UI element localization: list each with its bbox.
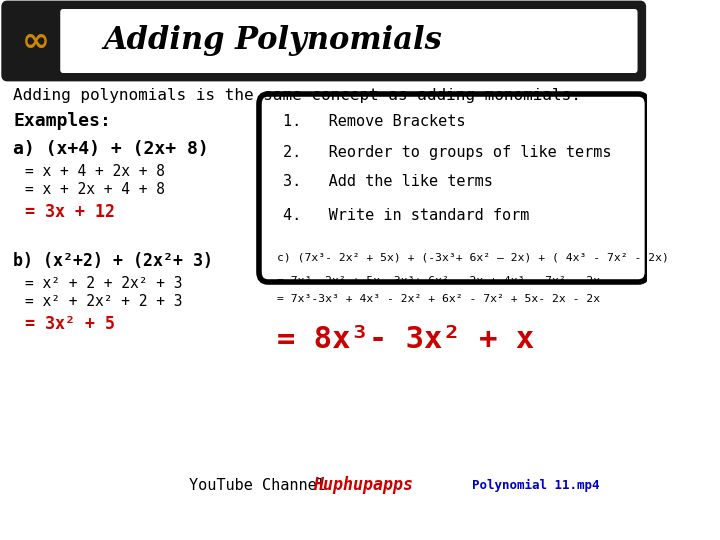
Text: = x + 2x + 4 + 8: = x + 2x + 4 + 8 xyxy=(25,182,165,197)
Text: 3.   Add the like terms: 3. Add the like terms xyxy=(283,174,493,190)
Text: YouTube Channel: YouTube Channel xyxy=(189,477,335,492)
Text: b) (x²+2) + (2x²+ 3): b) (x²+2) + (2x²+ 3) xyxy=(14,252,214,270)
Text: = 3x + 12: = 3x + 12 xyxy=(25,203,115,221)
Text: Polynomial 11.mp4: Polynomial 11.mp4 xyxy=(472,478,600,491)
Text: = 7x³- 2x² + 5x -3x³+ 6x² – 2x + 4x³ - 7x² - 2x: = 7x³- 2x² + 5x -3x³+ 6x² – 2x + 4x³ - 7… xyxy=(277,276,600,286)
Text: = x + 4 + 2x + 8: = x + 4 + 2x + 8 xyxy=(25,164,165,179)
Text: 2.   Reorder to groups of like terms: 2. Reorder to groups of like terms xyxy=(283,145,612,159)
Text: ∞: ∞ xyxy=(22,24,50,57)
Text: Adding Polynomials: Adding Polynomials xyxy=(104,25,442,57)
FancyBboxPatch shape xyxy=(3,2,644,80)
Text: 1.   Remove Brackets: 1. Remove Brackets xyxy=(283,114,466,130)
Text: a) (x+4) + (2x+ 8): a) (x+4) + (2x+ 8) xyxy=(14,140,210,158)
Text: Examples:: Examples: xyxy=(14,112,112,130)
Text: = x² + 2x² + 2 + 3: = x² + 2x² + 2 + 3 xyxy=(25,294,183,309)
Text: = x² + 2 + 2x² + 3: = x² + 2 + 2x² + 3 xyxy=(25,276,183,291)
FancyBboxPatch shape xyxy=(60,9,637,73)
Text: = 7x³-3x³ + 4x³ - 2x² + 6x² - 7x² + 5x- 2x - 2x: = 7x³-3x³ + 4x³ - 2x² + 6x² - 7x² + 5x- … xyxy=(277,294,600,304)
Text: 4.   Write in standard form: 4. Write in standard form xyxy=(283,207,530,222)
Text: c) (7x³- 2x² + 5x) + (-3x³+ 6x² – 2x) + ( 4x³ - 7x² - 2x): c) (7x³- 2x² + 5x) + (-3x³+ 6x² – 2x) + … xyxy=(277,252,669,262)
Text: Huphupapps: Huphupapps xyxy=(313,476,413,494)
Text: Adding polynomials is the same concept as adding monomials.: Adding polynomials is the same concept a… xyxy=(14,88,581,103)
Text: = 8x³- 3x² + x: = 8x³- 3x² + x xyxy=(277,325,534,354)
Text: = 3x² + 5: = 3x² + 5 xyxy=(25,315,115,333)
FancyBboxPatch shape xyxy=(259,94,647,282)
